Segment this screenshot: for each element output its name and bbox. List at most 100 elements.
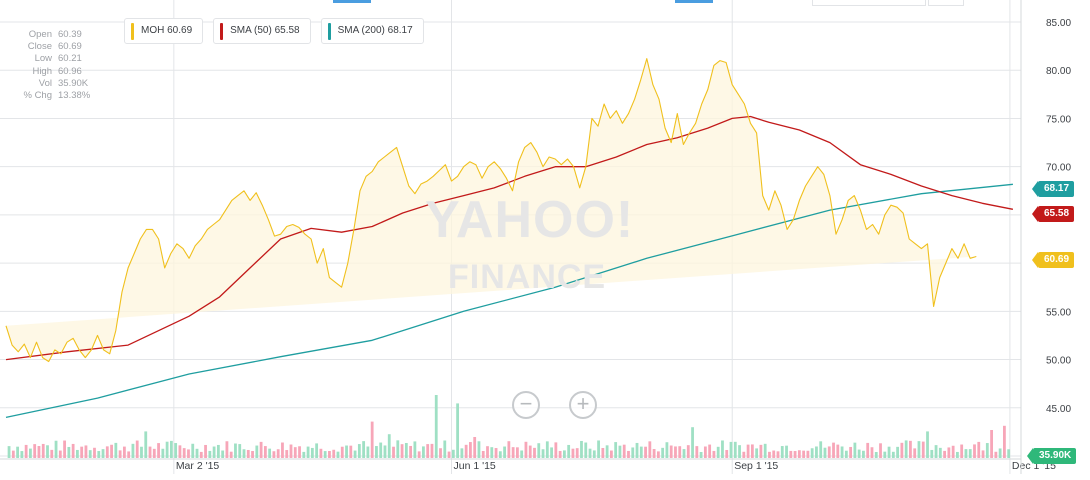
y-tick-label: 70.00 [1046,163,1071,174]
volume-bar [981,450,985,458]
volume-bar [80,446,84,458]
y-tick-label: 45.00 [1046,404,1071,415]
volume-bar [29,448,32,458]
volume-bar [447,451,451,458]
volume-bar [315,443,319,458]
volume-bar [836,444,840,458]
ohlc-value: 35.90K [58,77,89,89]
ohlc-value: 60.39 [58,29,82,40]
volume-bar [276,449,280,458]
volume-bar [614,442,618,458]
toolbar-tab[interactable] [812,0,926,6]
volume-bar [417,451,421,458]
volume-bar [605,445,609,458]
volume-bar [601,447,605,458]
volume-bar [456,403,460,458]
volume-bar [682,449,686,458]
volume-bar [33,444,37,458]
ohlc-value: 60.69 [58,41,82,53]
volume-bar [88,450,92,458]
volume-bar [498,451,502,458]
volume-bar [776,451,780,458]
legend-swatch [327,23,331,40]
volume-bar [302,451,306,458]
volume-bar [708,444,712,458]
volume-bar [443,440,447,458]
volume-bar [58,450,62,458]
volume-bar [169,440,173,458]
volume-bar [584,442,588,458]
volume-bar [857,449,861,458]
volume-bar [665,442,669,458]
legend-label: SMA (50) 65.58 [230,25,300,36]
volume-bar [507,441,511,458]
volume-bar [340,446,344,458]
volume-bar [24,444,28,458]
y-tick-label: 80.00 [1046,66,1071,77]
volume-bar [37,446,41,458]
volume-bar [16,446,19,458]
price-area-fill [6,58,977,362]
volume-bar [404,442,408,458]
volume-bar [413,441,417,458]
volume-bar [67,446,71,458]
volume-bar [383,445,387,458]
legend-item-sma50[interactable]: SMA (50) 65.58 [213,18,311,44]
volume-bar [528,445,532,458]
toolbar-tab[interactable] [928,0,964,6]
volume-bar [46,445,49,458]
volume-bar [827,446,831,458]
legend-label: MOH 60.69 [141,25,193,36]
volume-bar [268,448,272,458]
volume-bar [823,447,827,458]
volume-bar [426,444,430,458]
volume-bar [721,440,724,458]
ohlc-row: Open 60.39 [6,29,90,41]
volume-bar [644,446,647,458]
volume-bar [990,430,993,458]
volume-bar [216,444,220,458]
volume-bar [494,448,498,458]
volume-bar [263,446,267,458]
volume-bar [469,442,472,458]
volume-bar [101,449,105,458]
volume-bar [400,444,404,458]
volume-bar [157,443,160,458]
range-handle-left[interactable] [333,0,371,3]
volume-bar [951,445,955,458]
volume-bar [293,447,297,458]
volume-bar [815,446,818,458]
legend-item-moh[interactable]: MOH 60.69 [124,18,204,44]
volume-bar [97,451,101,458]
volume-bar [212,446,216,458]
legend-item-sma200[interactable]: SMA (200) 68.17 [320,18,424,44]
volume-bar [592,450,596,458]
volume-bar [63,440,66,458]
range-handle-right[interactable] [675,0,713,3]
volume-bar [533,447,536,458]
zoom-out-icon[interactable]: − [512,391,540,419]
volume-bar [656,451,660,458]
ohlc-row: Close 60.69 [6,41,90,53]
volume-bar [208,450,212,458]
volume-bar [503,446,506,458]
volume-bar [84,445,88,458]
volume-bar [994,451,998,458]
volume-bar [345,445,348,458]
volume-bar [913,448,917,458]
volume-bar [699,451,703,458]
zoom-in-icon[interactable]: + [569,391,597,419]
volume-bar [537,443,541,458]
volume-bar [686,445,690,458]
ohlc-label: Close [27,41,52,53]
volume-bar [896,446,900,458]
ohlc-label: Low [34,53,52,65]
volume-bar [652,449,656,458]
volume-bar [558,450,562,458]
volume-bar [481,450,485,458]
volume-bar [759,444,763,458]
ohlc-label: High [32,65,52,77]
volume-bar [310,447,314,458]
